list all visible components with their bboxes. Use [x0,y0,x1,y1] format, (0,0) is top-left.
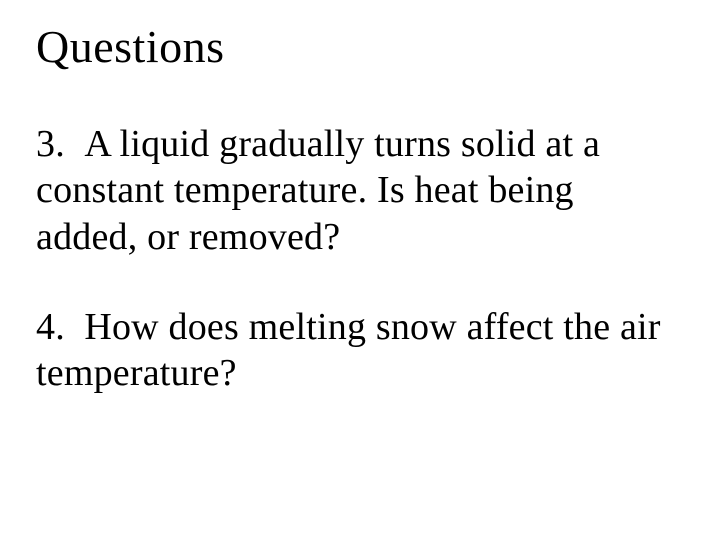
question-number: 3. [36,123,65,165]
question-4: 4. How does melting snow affect the air … [36,304,684,397]
page-title: Questions [36,20,684,73]
question-text: A liquid gradually turns solid at a cons… [36,123,600,258]
question-3: 3. A liquid gradually turns solid at a c… [36,121,684,260]
question-number: 4. [36,306,65,348]
question-text: How does melting snow affect the air tem… [36,306,661,394]
